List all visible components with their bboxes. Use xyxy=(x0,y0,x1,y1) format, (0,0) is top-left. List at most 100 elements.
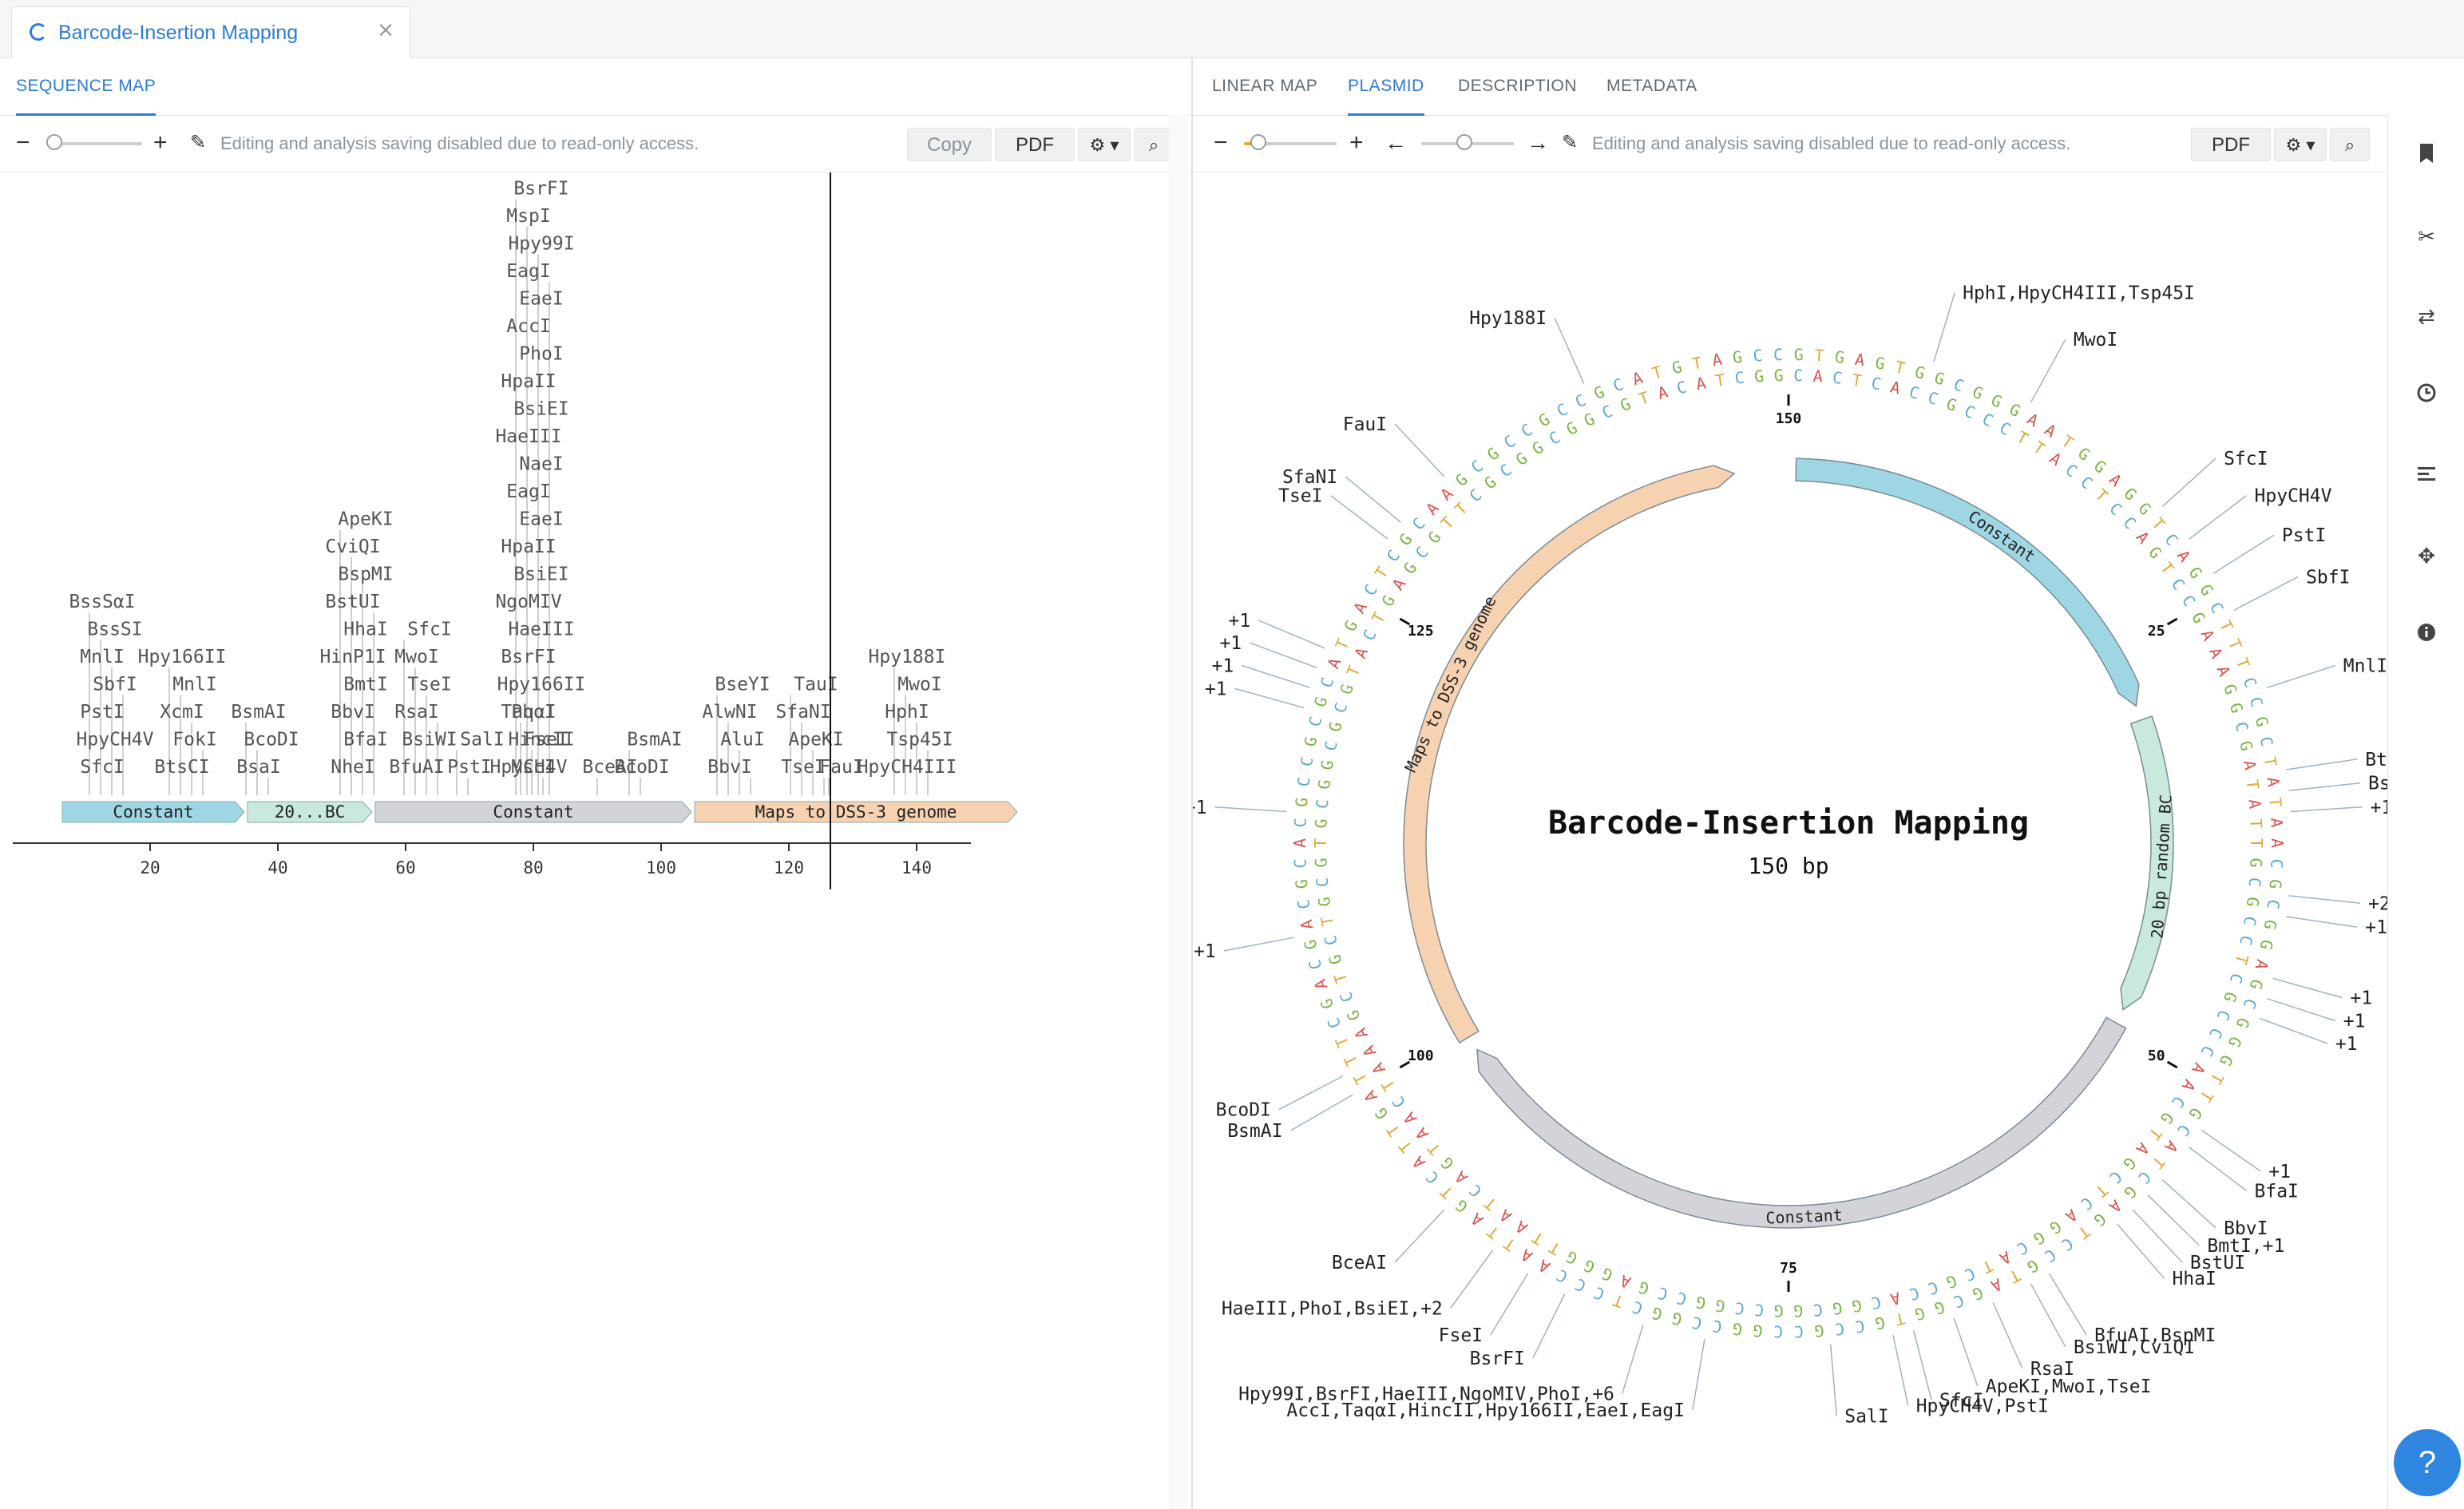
enzyme-label[interactable]: AlwNI xyxy=(702,702,757,723)
cut-site-label[interactable]: HphI,HpyCH4III,Tsp45I xyxy=(1963,283,2195,304)
zoom-out-icon[interactable]: − xyxy=(1214,129,1228,156)
enzyme-label[interactable]: AluI xyxy=(720,730,764,751)
cut-site-label[interactable]: +1 xyxy=(2371,798,2387,818)
enzyme-label[interactable]: BspMI xyxy=(338,564,393,585)
enzyme-label[interactable]: BceAI xyxy=(582,757,637,778)
cut-site-label[interactable]: HpyCH4V xyxy=(2255,486,2332,507)
cut-site-label[interactable]: HpyCH4V,PstI xyxy=(1916,1396,2049,1416)
enzyme-label[interactable]: HpyCH4V xyxy=(77,730,154,751)
enzyme-label[interactable]: BseYI xyxy=(715,675,770,695)
zoom-slider[interactable] xyxy=(46,134,142,150)
cut-site-label[interactable]: HhaI xyxy=(2172,1269,2216,1289)
cut-site-label[interactable]: +1 xyxy=(1219,633,1242,654)
cut-site-label[interactable]: +1 xyxy=(1212,656,1234,677)
enzyme-label[interactable]: BsmAI xyxy=(627,730,682,751)
enzyme-label[interactable]: RsaI xyxy=(394,702,438,723)
enzyme-label[interactable]: ApeKI xyxy=(338,509,393,530)
enzyme-label[interactable]: HpaII xyxy=(501,371,556,392)
cut-site-label[interactable]: Hpy188I xyxy=(1469,308,1547,329)
enzyme-label[interactable]: MscI xyxy=(511,757,555,778)
enzyme-label[interactable]: BfaI xyxy=(343,730,387,751)
enzyme-label[interactable]: EagI xyxy=(506,481,550,502)
enzyme-label[interactable]: BbvI xyxy=(331,702,374,723)
swap-icon[interactable]: ⇄ xyxy=(2418,304,2435,328)
enzyme-label[interactable]: NgoMIV xyxy=(495,592,561,612)
enzyme-label[interactable]: BsiEI xyxy=(513,399,568,420)
zoom-in-icon[interactable]: + xyxy=(1349,129,1364,156)
document-tab[interactable]: Barcode-Insertion Mapping × xyxy=(11,6,410,58)
enzyme-label[interactable]: MnlI xyxy=(172,675,216,695)
enzyme-label[interactable]: BfuAI xyxy=(389,757,444,778)
enzyme-label[interactable]: MwoI xyxy=(394,647,438,667)
enzyme-label[interactable]: MnlI xyxy=(80,647,124,667)
cut-site-label[interactable]: +1 xyxy=(2335,1034,2358,1055)
cut-site-label[interactable]: BstUI xyxy=(2190,1253,2245,1273)
enzyme-label[interactable]: BsrFI xyxy=(501,647,556,667)
enzyme-label[interactable]: BsiEI xyxy=(513,564,568,585)
enzyme-label[interactable]: PstI xyxy=(447,757,491,778)
cut-site-label[interactable]: +1 xyxy=(1229,611,1251,632)
enzyme-label[interactable]: FseI xyxy=(524,730,568,751)
search-button[interactable]: ⌕ xyxy=(2330,128,2370,161)
enzyme-label[interactable]: BmtI xyxy=(343,675,387,695)
cut-site-label[interactable]: HaeIII,PhoI,BsiEI,+2 xyxy=(1222,1298,1443,1319)
settings-dropdown[interactable]: ⚙ ▾ xyxy=(2274,128,2327,161)
close-icon[interactable]: × xyxy=(378,15,394,46)
rotate-left-icon[interactable]: ← xyxy=(1385,130,1407,155)
pane-divider[interactable] xyxy=(1191,57,1193,1509)
cut-site-label[interactable]: BmtI,+1 xyxy=(2207,1236,2284,1257)
rotation-slider-handle[interactable] xyxy=(1456,134,1472,150)
cut-site-label[interactable]: +1 xyxy=(1205,679,1227,699)
help-button[interactable]: ? xyxy=(2394,1429,2461,1496)
enzyme-label[interactable]: HhaI xyxy=(343,620,387,640)
feature-block[interactable] xyxy=(374,801,692,823)
cut-site-label[interactable]: +1 xyxy=(2365,917,2387,938)
cut-site-label[interactable]: MwoI xyxy=(2074,330,2117,351)
enzyme-label[interactable]: EaeI xyxy=(519,289,563,310)
pdf-button[interactable]: PDF xyxy=(995,128,1075,161)
cut-site-label[interactable]: Hpy99I,BsrFI,HaeIII,NgoMIV,PhoI,+6 xyxy=(1238,1384,1614,1404)
settings-dropdown[interactable]: ⚙ ▾ xyxy=(1078,128,1131,161)
enzyme-label[interactable]: BcoDI xyxy=(244,730,299,751)
enzyme-label[interactable]: CviQI xyxy=(325,537,380,557)
cut-site-label[interactable]: MnlI xyxy=(2343,656,2387,677)
enzyme-label[interactable]: SalI xyxy=(460,730,504,751)
cut-site-label[interactable]: +1 xyxy=(2343,1011,2366,1032)
zoom-in-icon[interactable]: + xyxy=(153,129,168,156)
enzyme-label[interactable]: PhoI xyxy=(519,344,563,365)
scissors-icon[interactable]: ✂ xyxy=(2418,224,2435,248)
tab-metadata[interactable]: METADATA xyxy=(1606,77,1697,95)
tab-plasmid[interactable]: PLASMID xyxy=(1348,57,1424,116)
enzyme-label[interactable]: NheI xyxy=(331,757,374,778)
zoom-slider[interactable] xyxy=(1244,134,1337,150)
enzyme-label[interactable]: FauI xyxy=(819,757,863,778)
enzyme-label[interactable]: BcoDI xyxy=(614,757,669,778)
enzyme-label[interactable]: TauI xyxy=(794,675,838,695)
pdf-button[interactable]: PDF xyxy=(2191,128,2271,161)
cut-site-label[interactable]: +1 xyxy=(1193,798,1206,818)
enzyme-label[interactable]: BsiWI xyxy=(402,730,457,751)
cut-site-label[interactable]: BbvI xyxy=(2224,1218,2268,1239)
tab-description[interactable]: DESCRIPTION xyxy=(1458,77,1578,95)
enzyme-label[interactable]: HpaII xyxy=(501,537,556,557)
enzyme-label[interactable]: BssSI xyxy=(87,620,142,640)
cut-site-label[interactable]: BsrFI xyxy=(1470,1349,1525,1369)
enzyme-label[interactable]: XcmI xyxy=(160,702,204,723)
clock-icon[interactable] xyxy=(2412,382,2441,410)
plasmid-feature[interactable] xyxy=(1795,457,2140,707)
enzyme-label[interactable]: BsmAI xyxy=(231,702,286,723)
info-icon[interactable] xyxy=(2412,621,2441,650)
cut-site-label[interactable]: SfcI xyxy=(2224,449,2268,469)
cut-site-label[interactable]: SbfI xyxy=(2306,567,2350,588)
feature-block[interactable] xyxy=(61,801,245,823)
cut-site-label[interactable]: TseI xyxy=(1278,486,1322,507)
enzyme-label[interactable]: Hpy99I xyxy=(508,234,574,255)
cut-site-label[interactable]: BsiWI,CviQI xyxy=(2074,1337,2195,1358)
enzyme-label[interactable]: BsaI xyxy=(236,757,280,778)
enzyme-label[interactable]: HincII xyxy=(508,730,574,751)
tab-sequence-map[interactable]: SEQUENCE MAP xyxy=(16,57,156,116)
align-icon[interactable] xyxy=(2412,461,2441,490)
cut-site-label[interactable]: BcoDI xyxy=(1216,1100,1271,1121)
enzyme-label[interactable]: HinP1I xyxy=(319,647,386,667)
cut-site-label[interactable]: RsaI xyxy=(2030,1359,2074,1380)
